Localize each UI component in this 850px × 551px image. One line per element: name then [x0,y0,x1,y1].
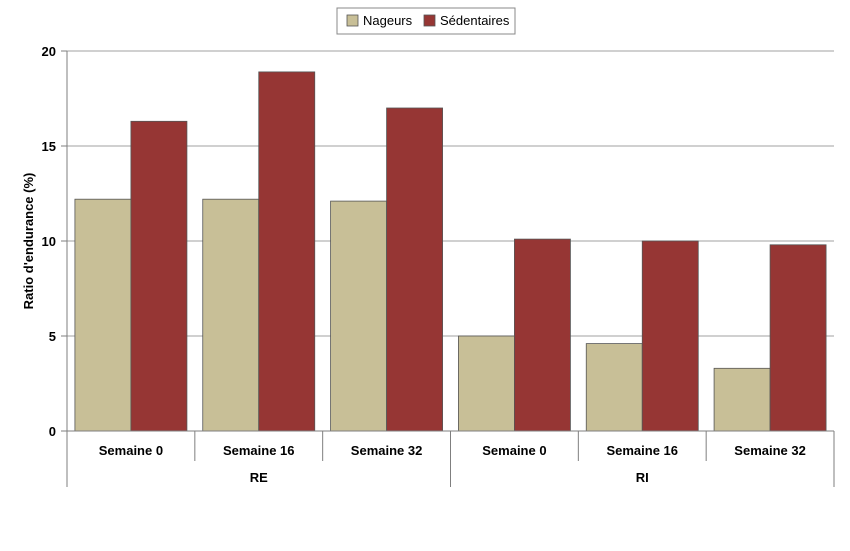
y-axis-title: Ratio d'endurance (%) [21,173,36,310]
x-category-label: Semaine 16 [606,443,678,458]
bar-sedentaires [258,71,316,432]
legend-label-sedentaires: Sédentaires [440,13,510,28]
bar-nageurs [585,343,643,432]
bars [74,71,827,432]
y-tick-label: 5 [49,329,56,344]
bar-nageurs [458,335,515,432]
x-category-labels: Semaine 0 Semaine 16 Semaine 32 Semaine 0 Se… [66,431,835,487]
bar-sedentaires [641,240,699,432]
y-tick-label: 0 [49,424,56,439]
x-category-label: Semaine 0 [99,443,163,458]
bar-nageurs [202,198,260,432]
bar-sedentaires [386,107,443,432]
bar-nageurs [713,367,771,432]
bar-sedentaires [769,244,827,432]
x-category-label: Semaine 0 [482,443,546,458]
legend-swatch-sedentaires [423,14,436,27]
x-group-label: RI [636,470,649,485]
x-category-label: Semaine 32 [734,443,806,458]
bar-nageurs [74,198,132,432]
x-category-label: Semaine 32 [351,443,423,458]
legend-label-nageurs: Nageurs [363,13,413,28]
y-tick-label: 15 [42,139,56,154]
legend: Nageurs Sédentaires [336,7,516,35]
y-tick-label: 20 [42,44,56,59]
y-tick-labels: 0 5 10 15 20 [42,44,67,439]
bar-sedentaires [130,120,188,432]
x-group-label: RE [250,470,268,485]
legend-swatch-nageurs [346,14,359,27]
gridlines [67,50,834,337]
bar-sedentaires [514,238,571,432]
x-category-label: Semaine 16 [223,443,295,458]
y-tick-label: 10 [42,234,56,249]
bar-nageurs [330,200,387,432]
